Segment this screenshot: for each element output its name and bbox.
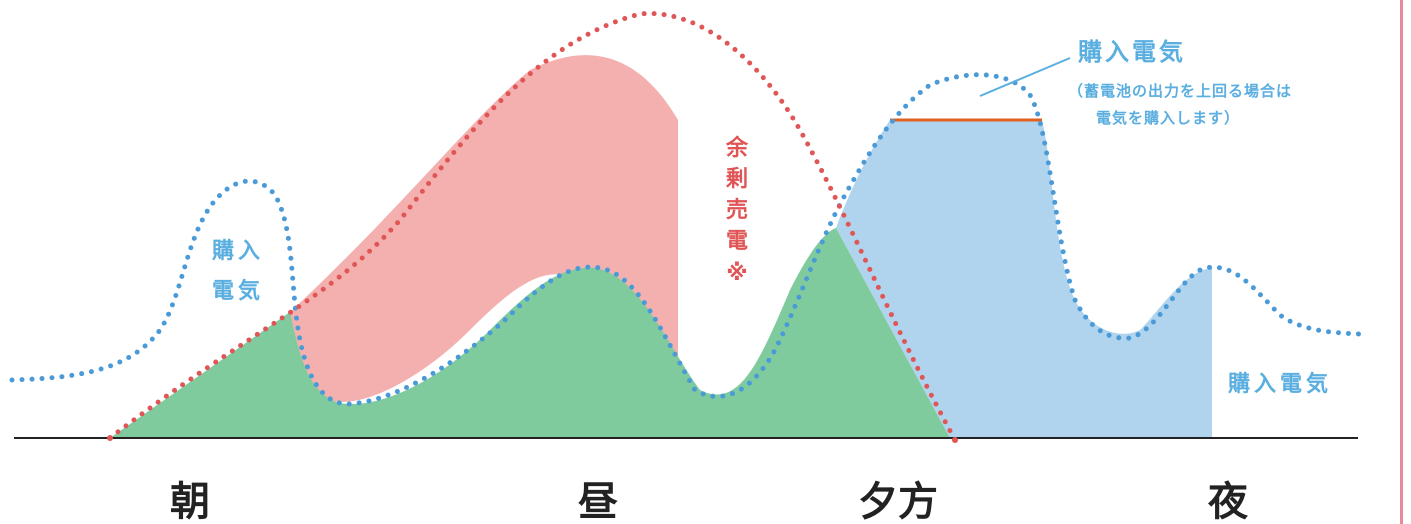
- time-label-morning: 朝: [170, 479, 210, 524]
- consumption-curve: [9, 72, 1363, 407]
- surplus-sale-area: [290, 55, 678, 402]
- purchase-note-line-1: （蓄電池の出力を上回る場合は: [1068, 82, 1292, 100]
- purchase-label-top: 購入電気: [1078, 38, 1186, 66]
- baseline-start-dot: [107, 435, 113, 441]
- right-edge-rule: [1400, 0, 1403, 524]
- purchase-note-line-2: 電気を購入します）: [1096, 109, 1240, 127]
- purchase-label-left-1: 購入: [212, 239, 264, 264]
- surplus-sale-char-5: ※: [726, 261, 747, 286]
- purchase-label-left-2: 電気: [212, 278, 264, 304]
- time-label-noon: 昼: [578, 479, 618, 524]
- surplus-sale-char-2: 剰: [725, 166, 748, 192]
- purchase-callout-line: [979, 57, 1071, 97]
- surplus-sale-char-3: 売: [726, 197, 748, 223]
- surplus-sale-char-1: 余: [725, 135, 749, 161]
- solar-generation-curve: [107, 11, 958, 443]
- baseline-end-dot: [952, 437, 958, 443]
- time-label-evening: 夕方: [858, 479, 938, 524]
- battery-supply-area: [836, 120, 1212, 438]
- self-consumption-area: [110, 228, 950, 438]
- time-label-night: 夜: [1207, 479, 1249, 524]
- surplus-sale-char-4: 電: [726, 229, 748, 254]
- purchase-label-right: 購入電気: [1228, 371, 1332, 397]
